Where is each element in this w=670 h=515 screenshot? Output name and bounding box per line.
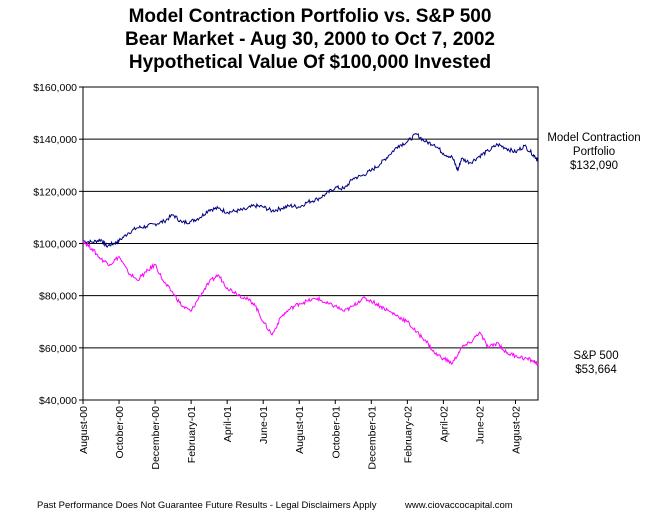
x-tick-label-1: October-00 — [114, 406, 126, 459]
series-line-portfolio — [82, 132, 539, 248]
sp500-label-line-1: S&P 500 — [573, 350, 619, 362]
y-tick-label-4: $120,000 — [33, 186, 77, 198]
portfolio-end-label: Model Contraction Portfolio $132,090 — [545, 131, 643, 173]
x-tick-label-4: April-01 — [222, 406, 234, 442]
x-tick-label-12: August-02 — [510, 406, 522, 454]
y-tick-label-5: $140,000 — [33, 134, 77, 146]
x-tick-label-11: June-02 — [474, 406, 486, 444]
y-tick-label-1: $60,000 — [39, 343, 77, 355]
portfolio-label-line-1: Model Contraction — [547, 132, 641, 144]
portfolio-label-value: $132,090 — [570, 160, 618, 172]
x-tick-label-9: February-02 — [402, 406, 414, 463]
x-tick-label-5: June-01 — [258, 406, 270, 444]
x-tick-label-2: December-00 — [150, 406, 162, 470]
chart-title-line-1: Model Contraction Portfolio vs. S&P 500 — [128, 6, 492, 27]
x-tick-label-3: February-01 — [186, 406, 198, 463]
x-tick-label-0: August-00 — [78, 406, 90, 454]
y-tick-label-3: $100,000 — [33, 239, 77, 251]
sp500-label-value: $53,664 — [575, 364, 617, 376]
website-link[interactable]: www.ciovaccocapital.com — [405, 500, 513, 511]
portfolio-label-line-2: Portfolio — [572, 146, 616, 158]
series-line-sp500 — [82, 240, 539, 368]
x-tick-label-10: April-02 — [438, 406, 450, 442]
x-tick-label-8: December-01 — [366, 406, 378, 470]
y-tick-label-2: $80,000 — [39, 291, 77, 303]
disclaimer-text: Past Performance Does Not Guarantee Futu… — [37, 500, 377, 511]
y-tick-label-6: $160,000 — [33, 82, 77, 94]
chart-title-line-2: Bear Market - Aug 30, 2000 to Oct 7, 200… — [125, 29, 495, 50]
y-tick-label-0: $40,000 — [39, 395, 77, 407]
x-tick-label-7: October-01 — [330, 406, 342, 459]
x-tick-label-6: August-01 — [294, 406, 306, 454]
sp500-end-label: S&P 500 $53,664 — [560, 349, 632, 377]
chart-title-line-3: Hypothetical Value Of $100,000 Invested — [128, 52, 492, 73]
